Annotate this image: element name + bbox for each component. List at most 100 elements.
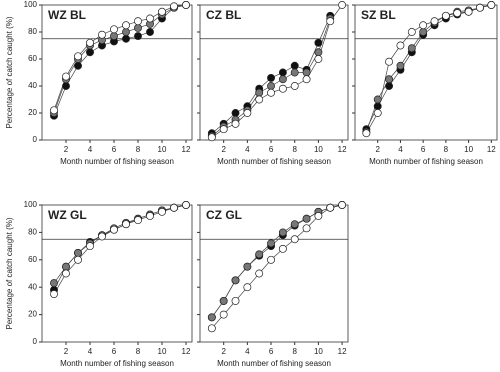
- marker: [314, 38, 323, 47]
- marker: [62, 82, 70, 90]
- x-tick-label: 8: [444, 145, 449, 154]
- x-tick-label: 8: [136, 145, 141, 154]
- x-tick-label: 6: [269, 145, 274, 154]
- x-axis-label: Month number of fishing season: [217, 157, 331, 166]
- marker: [50, 290, 58, 298]
- marker: [385, 75, 394, 84]
- x-tick-label: 4: [245, 347, 250, 356]
- marker: [62, 262, 70, 271]
- marker: [50, 106, 58, 115]
- y-tick-label: 80: [28, 228, 37, 237]
- marker: [134, 24, 142, 32]
- marker: [255, 250, 264, 259]
- x-tick-label: 2: [221, 145, 226, 154]
- x-tick-label: 10: [158, 145, 167, 154]
- marker: [464, 7, 473, 16]
- y-tick-label: 0: [33, 337, 38, 346]
- plot-frame: [199, 204, 349, 343]
- panel-title: CZ BL: [206, 8, 241, 22]
- series-line: [366, 4, 492, 134]
- marker: [255, 269, 264, 278]
- y-tick-label: 60: [28, 54, 37, 63]
- x-tick-label: 6: [112, 145, 117, 154]
- marker: [207, 313, 216, 322]
- x-tick-label: 12: [182, 145, 191, 154]
- marker: [182, 1, 190, 9]
- marker: [407, 28, 416, 36]
- x-tick-label: 2: [64, 145, 69, 154]
- marker: [278, 75, 287, 84]
- marker: [278, 68, 287, 77]
- marker: [314, 55, 323, 63]
- marker: [373, 95, 382, 104]
- marker: [74, 61, 82, 70]
- x-tick-label: 4: [398, 145, 403, 154]
- marker: [122, 21, 130, 30]
- marker: [74, 52, 82, 61]
- x-tick-label: 2: [221, 347, 226, 356]
- marker: [219, 310, 228, 319]
- marker: [62, 72, 70, 81]
- marker: [373, 102, 382, 111]
- marker: [267, 255, 275, 264]
- marker: [207, 324, 216, 333]
- marker: [290, 82, 299, 90]
- marker: [453, 9, 462, 18]
- y-tick-label: 100: [24, 0, 38, 9]
- marker: [98, 232, 106, 241]
- panel-title: SZ BL: [361, 8, 396, 22]
- marker: [243, 262, 252, 271]
- marker: [278, 84, 287, 93]
- x-tick-label: 12: [338, 145, 347, 154]
- x-tick-label: 12: [487, 145, 496, 154]
- marker: [50, 279, 58, 288]
- x-tick-label: 2: [64, 347, 69, 356]
- plot-frame: [41, 204, 193, 343]
- marker: [207, 133, 216, 142]
- x-axis-label: Month number of fishing season: [60, 359, 174, 368]
- marker: [134, 216, 142, 225]
- marker: [396, 41, 405, 50]
- marker: [255, 95, 264, 104]
- y-tick-label: 60: [28, 255, 37, 264]
- marker: [302, 214, 311, 223]
- x-tick-label: 12: [182, 347, 191, 356]
- marker: [158, 207, 166, 216]
- marker: [219, 296, 228, 305]
- x-tick-label: 2: [375, 145, 380, 154]
- marker: [441, 11, 450, 20]
- marker: [338, 201, 347, 209]
- y-tick-label: 0: [33, 135, 38, 144]
- marker: [267, 73, 275, 82]
- marker: [407, 44, 416, 53]
- marker: [385, 57, 394, 66]
- x-tick-label: 10: [314, 145, 323, 154]
- marker: [122, 28, 130, 36]
- y-tick-label: 80: [28, 27, 37, 36]
- marker: [170, 2, 178, 11]
- marker: [74, 255, 82, 264]
- marker: [302, 68, 311, 77]
- x-tick-label: 8: [292, 145, 297, 154]
- marker: [146, 28, 154, 36]
- x-tick-label: 6: [421, 145, 426, 154]
- marker: [302, 75, 311, 84]
- marker: [231, 276, 240, 285]
- marker: [419, 28, 428, 36]
- marker: [338, 1, 347, 9]
- marker: [110, 225, 118, 234]
- marker: [278, 228, 287, 237]
- x-tick-label: 10: [158, 347, 167, 356]
- x-tick-label: 6: [269, 347, 274, 356]
- marker: [243, 283, 252, 292]
- marker: [110, 25, 118, 34]
- series-line: [211, 4, 343, 138]
- marker: [278, 244, 287, 253]
- marker: [255, 88, 264, 97]
- marker: [146, 14, 154, 23]
- x-tick-label: 4: [88, 347, 93, 356]
- marker: [290, 61, 299, 70]
- marker: [86, 38, 94, 47]
- plot-frame: [199, 4, 349, 141]
